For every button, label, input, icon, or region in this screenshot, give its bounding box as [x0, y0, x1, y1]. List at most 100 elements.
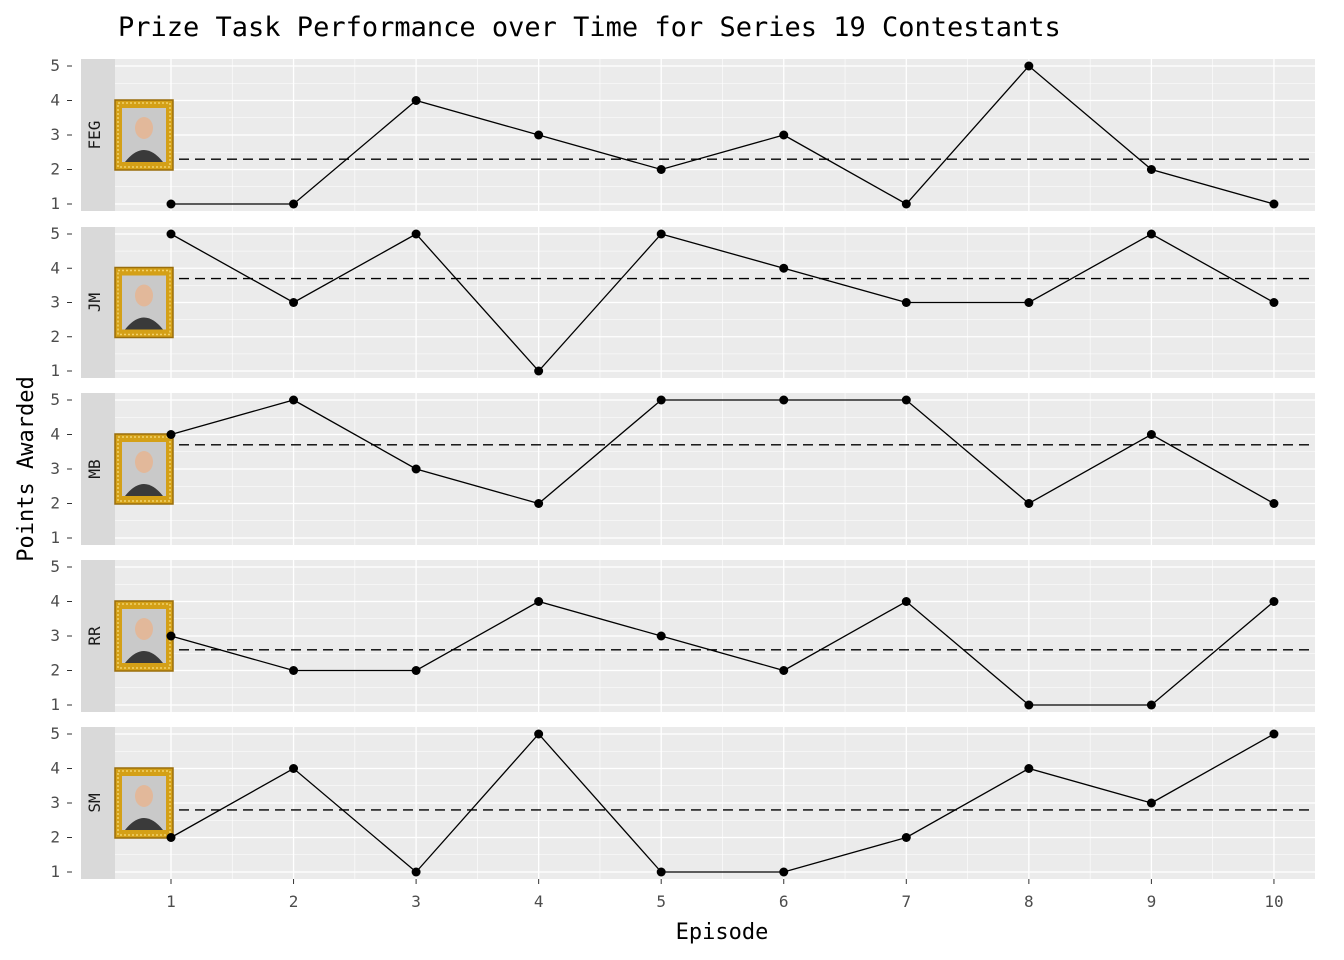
series-line [171, 65, 1275, 205]
contestant-portrait [114, 767, 174, 839]
contestant-portrait [114, 600, 174, 672]
data-point [779, 395, 789, 405]
y-tick-label: 1 [50, 528, 60, 547]
x-tick-label: 2 [289, 892, 299, 911]
data-point [411, 464, 421, 474]
y-tick-label: 3 [50, 293, 60, 312]
series-line [170, 733, 1275, 873]
data-point [289, 199, 299, 209]
y-tick-label: 2 [50, 828, 60, 847]
data-point [534, 597, 544, 606]
x-tick-label: 5 [656, 892, 666, 911]
data-point [1024, 764, 1034, 773]
y-tick-label: 5 [50, 724, 60, 743]
data-point [411, 666, 421, 675]
x-tick-label: 10 [1264, 892, 1283, 911]
data-point [656, 395, 666, 405]
data-point [166, 229, 176, 239]
y-tick-label: 4 [50, 592, 60, 611]
data-point [411, 96, 421, 105]
data-point [1269, 597, 1279, 606]
facet-panel-jm: 1 2 3 4 5 JM [50, 224, 1315, 380]
y-tick-label: 5 [50, 557, 60, 576]
x-tick-label: 6 [779, 892, 789, 911]
facet-strip-label: FEG [85, 121, 104, 150]
contestant-portrait [114, 433, 174, 505]
y-tick-label: 2 [50, 661, 60, 680]
data-point [534, 366, 544, 376]
data-point [166, 833, 176, 842]
data-point [166, 631, 176, 641]
portrait-body [125, 818, 163, 830]
facet-panel-rr: 1 2 3 4 5 RR [50, 557, 1315, 714]
data-point [901, 199, 911, 209]
data-point [779, 867, 789, 877]
x-axis-title: Episode [676, 920, 769, 945]
data-point [901, 833, 911, 842]
data-point [289, 764, 299, 773]
y-tick-label: 5 [50, 390, 60, 409]
data-point [779, 666, 789, 675]
facet-strip [81, 227, 115, 378]
data-point [289, 666, 299, 675]
portrait-face [135, 451, 153, 473]
data-point [1024, 700, 1034, 710]
y-tick-label: 5 [50, 224, 60, 243]
data-point [534, 499, 544, 508]
data-point [534, 130, 544, 140]
portrait-body [125, 317, 163, 330]
data-point [656, 165, 666, 174]
facet-panel-feg: 1 2 3 4 5 FEG [50, 56, 1315, 213]
data-point [1269, 298, 1279, 307]
data-point [534, 729, 544, 739]
y-axis-title: Points Awarded [14, 376, 39, 561]
data-point [656, 631, 666, 641]
y-tick-label: 1 [50, 194, 60, 213]
data-point [166, 199, 176, 209]
portrait-face [135, 284, 153, 307]
x-tick-label: 8 [1024, 892, 1034, 911]
portrait-frame-ornament [117, 770, 171, 836]
data-point [1269, 499, 1279, 508]
y-tick-label: 4 [50, 425, 60, 444]
data-point [779, 263, 789, 273]
contestant-portrait [114, 266, 174, 339]
y-tick-label: 3 [50, 459, 60, 478]
y-tick-label: 4 [50, 759, 60, 778]
data-point [1146, 430, 1156, 439]
y-tick-label: 2 [50, 160, 60, 179]
series-line [170, 233, 1275, 372]
data-point [1146, 798, 1156, 808]
x-tick-label: 7 [901, 892, 911, 911]
y-tick-label: 4 [50, 258, 60, 277]
facet-panel-mb: 1 2 3 4 5 MB [50, 390, 1315, 547]
y-tick-label: 3 [50, 793, 60, 812]
data-point [166, 430, 176, 439]
y-tick-label: 4 [50, 91, 60, 110]
data-point [1024, 298, 1034, 307]
data-point [411, 867, 421, 877]
data-point [901, 298, 911, 307]
portrait-face [135, 117, 153, 139]
data-point [1146, 229, 1156, 239]
facet-strip-label: RR [85, 626, 104, 646]
data-point [1024, 61, 1034, 71]
portrait-frame-ornament [117, 269, 171, 336]
facet-strip-label: JM [85, 293, 104, 312]
data-point [901, 395, 911, 405]
y-tick-label: 1 [50, 862, 60, 881]
y-tick-label: 3 [50, 626, 60, 645]
data-point [656, 867, 666, 877]
x-tick-label: 4 [534, 892, 544, 911]
data-point [1269, 729, 1279, 739]
y-tick-label: 2 [50, 494, 60, 513]
portrait-body [125, 150, 163, 162]
series-line [170, 399, 1275, 505]
y-tick-label: 5 [50, 56, 60, 75]
data-point [1146, 700, 1156, 710]
portrait-frame-ornament [117, 102, 171, 168]
y-tick-label: 3 [50, 125, 60, 144]
facet-strip-label: MB [85, 459, 104, 478]
x-tick-label: 1 [166, 892, 176, 911]
data-point [656, 229, 666, 239]
